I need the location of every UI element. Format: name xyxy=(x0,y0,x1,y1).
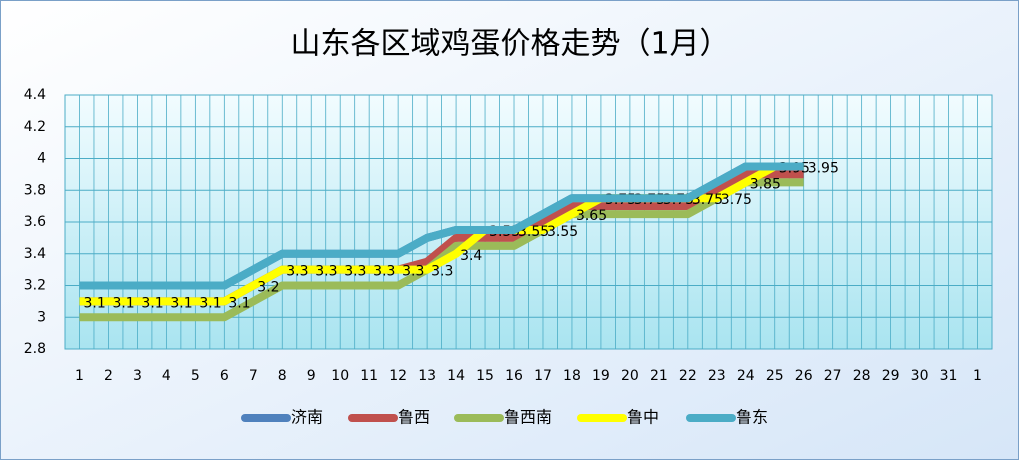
data-label: 3.3 xyxy=(402,264,424,280)
x-tick-label: 6 xyxy=(220,368,229,384)
x-tick-label: 22 xyxy=(679,368,697,384)
x-tick-label: 17 xyxy=(534,368,552,384)
y-tick-label: 3.8 xyxy=(24,182,46,198)
data-label: 3.95 xyxy=(808,160,839,176)
data-label: 3.3 xyxy=(373,264,395,280)
y-tick-label: 3.2 xyxy=(24,278,46,294)
data-label: 3.1 xyxy=(170,295,192,311)
legend-label: 济南 xyxy=(291,408,323,427)
x-tick-label: 28 xyxy=(853,368,871,384)
data-label: 3.3 xyxy=(431,264,453,280)
data-label: 3.65 xyxy=(576,208,607,224)
x-tick-label: 5 xyxy=(191,368,200,384)
x-tick-label: 2 xyxy=(104,368,113,384)
x-tick-label: 1 xyxy=(973,368,982,384)
x-tick-label: 14 xyxy=(447,368,465,384)
x-tick-label: 1 xyxy=(75,368,84,384)
data-label: 3.1 xyxy=(83,295,105,311)
x-tick-label: 20 xyxy=(621,368,639,384)
x-tick-label: 19 xyxy=(592,368,610,384)
legend-label: 鲁中 xyxy=(627,408,659,427)
x-tick-label: 4 xyxy=(162,368,171,384)
data-label: 3.1 xyxy=(199,295,221,311)
x-tick-label: 13 xyxy=(418,368,436,384)
x-tick-label: 11 xyxy=(360,368,378,384)
data-label: 3.4 xyxy=(460,248,482,264)
x-tick-label: 30 xyxy=(911,368,929,384)
y-tick-label: 3.6 xyxy=(24,214,46,230)
data-label: 3.1 xyxy=(228,295,250,311)
data-label: 3.55 xyxy=(547,224,578,240)
chart-title: 山东各区域鸡蛋价格走势（1月） xyxy=(290,27,729,62)
x-tick-label: 29 xyxy=(882,368,900,384)
x-tick-label: 25 xyxy=(766,368,784,384)
x-tick-label: 31 xyxy=(940,368,958,384)
x-tick-label: 21 xyxy=(650,368,668,384)
x-tick-label: 7 xyxy=(249,368,258,384)
data-label: 3.85 xyxy=(750,176,781,192)
data-label: 3.2 xyxy=(257,280,279,296)
y-tick-label: 3.4 xyxy=(24,246,46,262)
legend-label: 鲁西南 xyxy=(504,408,552,427)
y-tick-label: 2.8 xyxy=(24,341,46,357)
x-tick-label: 15 xyxy=(476,368,494,384)
x-tick-label: 16 xyxy=(505,368,523,384)
x-tick-label: 24 xyxy=(737,368,755,384)
data-label: 3.75 xyxy=(721,192,752,208)
x-tick-label: 9 xyxy=(307,368,316,384)
y-tick-label: 3 xyxy=(37,309,46,325)
x-tick-label: 18 xyxy=(563,368,581,384)
legend-label: 鲁西 xyxy=(398,408,430,427)
x-tick-label: 10 xyxy=(331,368,349,384)
y-tick-label: 4.2 xyxy=(24,119,46,135)
x-tick-label: 3 xyxy=(133,368,142,384)
y-tick-label: 4.4 xyxy=(24,87,46,103)
legend-label: 鲁东 xyxy=(736,408,768,427)
series-line xyxy=(79,162,804,290)
x-tick-label: 26 xyxy=(795,368,813,384)
x-tick-label: 23 xyxy=(708,368,726,384)
x-tick-label: 12 xyxy=(389,368,407,384)
data-label: 3.3 xyxy=(286,264,308,280)
y-tick-label: 4 xyxy=(37,151,46,167)
data-label: 3.1 xyxy=(141,295,163,311)
x-tick-label: 8 xyxy=(278,368,287,384)
data-label: 3.3 xyxy=(344,264,366,280)
data-label: 3.3 xyxy=(315,264,337,280)
x-tick-label: 27 xyxy=(824,368,842,384)
data-label: 3.1 xyxy=(112,295,134,311)
